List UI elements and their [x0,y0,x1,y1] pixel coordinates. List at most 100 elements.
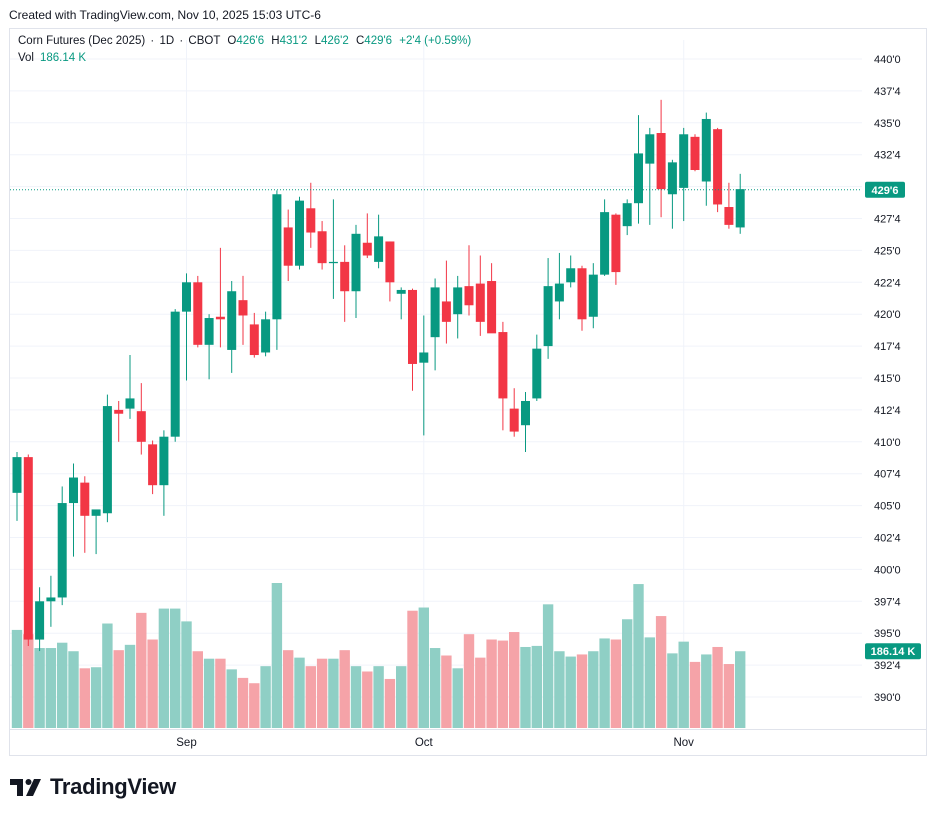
candle[interactable] [667,159,677,229]
candle[interactable] [385,241,395,302]
candle[interactable] [317,221,327,270]
candle[interactable] [521,392,530,453]
candle[interactable] [713,127,723,213]
volume-bar[interactable] [396,666,407,728]
volume-bar[interactable] [283,650,294,728]
legend-symbol[interactable]: Corn Futures (Dec 2025) [18,35,146,47]
candle[interactable] [114,400,124,442]
tradingview-logo[interactable]: TradingView [10,774,176,800]
candle[interactable] [12,452,22,521]
volume-bar[interactable] [57,642,68,728]
candle[interactable] [351,224,361,319]
candle[interactable] [204,314,214,380]
volume-bar[interactable] [622,619,633,728]
volume-bar[interactable] [475,657,486,728]
volume-bar[interactable] [542,604,554,728]
volume-bar[interactable] [305,666,316,728]
candle[interactable] [735,173,745,234]
candle[interactable] [227,281,237,373]
candle[interactable] [261,311,271,357]
last-volume-badge[interactable] [865,643,921,660]
candle[interactable] [328,199,338,299]
volume-bar[interactable] [170,608,181,728]
volume-bar[interactable] [362,671,373,728]
volume-bar[interactable] [316,658,328,728]
candle[interactable] [215,247,225,348]
volume-bar[interactable] [260,666,271,728]
candle[interactable] [148,440,158,495]
volume-bar[interactable] [520,646,531,728]
candle[interactable] [374,214,384,269]
volume-bar[interactable] [124,644,136,728]
volume-bar[interactable] [249,683,260,728]
volume-bar[interactable] [68,651,79,728]
candle[interactable] [340,245,350,322]
candle[interactable] [554,252,564,320]
candle[interactable] [35,587,45,652]
volume-bar[interactable] [407,610,418,728]
volume-bar[interactable] [441,655,452,729]
volume-bar[interactable] [486,639,497,728]
candle[interactable] [532,334,542,401]
candle[interactable] [295,196,304,270]
volume-bar[interactable] [136,612,147,728]
symbol-legend[interactable]: Corn Futures (Dec 2025) · 1D · CBOT O426… [18,35,471,47]
volume-legend[interactable]: Vol 186.14 K [18,52,86,64]
candle[interactable] [656,99,666,218]
volume-bar[interactable] [45,648,57,728]
volume-bar[interactable] [102,623,113,728]
candle[interactable] [611,213,621,285]
volume-bar[interactable] [701,654,712,728]
candle[interactable] [475,255,485,336]
volume-bar[interactable] [79,668,90,728]
candle[interactable] [622,199,632,236]
volume-bar[interactable] [610,639,622,728]
volume-bar[interactable] [633,584,644,728]
candle[interactable] [57,486,67,606]
volume-bar[interactable] [192,651,203,728]
candle[interactable] [645,127,655,225]
candle[interactable] [600,199,610,276]
volume-bar[interactable] [452,668,463,728]
volume-bar[interactable] [735,651,746,728]
volume-bar[interactable] [373,666,384,728]
candle[interactable] [159,430,169,516]
candle[interactable] [396,287,406,320]
candle[interactable] [249,312,259,358]
candle[interactable] [170,309,180,442]
volume-bar[interactable] [565,656,576,728]
volume-bar[interactable] [237,677,249,728]
volume-bar[interactable] [723,664,735,728]
volume-bar[interactable] [147,639,158,728]
volume-bar[interactable] [294,657,305,728]
volume-bar[interactable] [712,646,723,728]
candle[interactable] [453,275,463,339]
candle[interactable] [679,127,689,222]
candle[interactable] [419,315,429,436]
candle[interactable] [272,190,282,350]
volume-bar[interactable] [215,658,226,728]
volume-bar[interactable] [599,638,610,728]
candle[interactable] [362,213,372,259]
volume-bar[interactable] [588,651,599,728]
candle[interactable] [724,182,734,229]
volume-bar[interactable] [90,667,102,728]
volume-bar[interactable] [418,607,429,728]
candle[interactable] [498,321,508,431]
volume-bar[interactable] [531,645,542,728]
candle[interactable] [464,245,474,316]
candle[interactable] [509,388,519,437]
volume-bar[interactable] [181,621,192,728]
volume-bar[interactable] [644,637,655,728]
candle[interactable] [634,115,643,224]
volume-bar[interactable] [34,648,45,728]
volume-bar[interactable] [158,608,170,728]
candle[interactable] [701,112,711,206]
volume-bar[interactable] [226,669,237,728]
volume-bar[interactable] [678,641,689,728]
volume-bar[interactable] [576,654,588,728]
candle[interactable] [690,134,700,172]
candle[interactable] [136,383,146,455]
candle[interactable] [69,463,78,557]
